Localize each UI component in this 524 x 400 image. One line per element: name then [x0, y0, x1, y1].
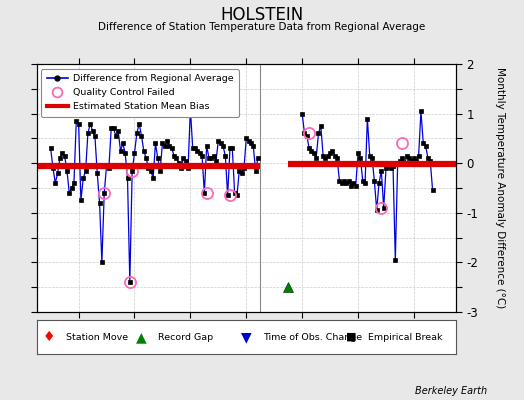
Text: ▲: ▲ — [136, 330, 147, 344]
Text: ■: ■ — [346, 332, 356, 342]
Legend: Difference from Regional Average, Quality Control Failed, Estimated Station Mean: Difference from Regional Average, Qualit… — [41, 69, 239, 116]
Text: HOLSTEIN: HOLSTEIN — [221, 6, 303, 24]
Text: Empirical Break: Empirical Break — [368, 332, 442, 342]
Text: Difference of Station Temperature Data from Regional Average: Difference of Station Temperature Data f… — [99, 22, 425, 32]
Text: Station Move: Station Move — [66, 332, 128, 342]
Y-axis label: Monthly Temperature Anomaly Difference (°C): Monthly Temperature Anomaly Difference (… — [495, 67, 505, 309]
Text: ▼: ▼ — [241, 330, 252, 344]
Text: Record Gap: Record Gap — [158, 332, 213, 342]
Text: Berkeley Earth: Berkeley Earth — [415, 386, 487, 396]
Text: ♦: ♦ — [43, 330, 56, 344]
Text: Time of Obs. Change: Time of Obs. Change — [263, 332, 362, 342]
